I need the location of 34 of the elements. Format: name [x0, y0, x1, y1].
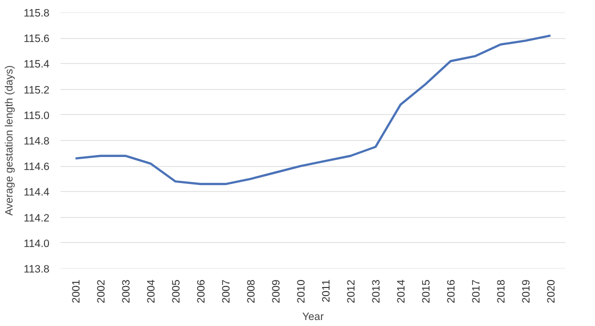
x-tick-label: 2007 [220, 279, 232, 304]
x-tick-label: 2006 [196, 279, 208, 304]
line-series [74, 34, 552, 186]
x-tick-label: 2001 [70, 279, 82, 304]
x-tick-label: 2020 [546, 279, 558, 304]
x-tick-label: 2008 [246, 279, 258, 304]
x-tick-label: 2015 [420, 279, 432, 304]
y-tick-label: 115.2 [24, 84, 50, 96]
y-tick-label: 114.2 [24, 212, 50, 224]
y-tick-label: 113.8 [24, 264, 50, 276]
y-tick-label: 115.8 [24, 8, 50, 20]
y-tick-label: 114.0 [24, 238, 50, 250]
x-tick-label: 2011 [320, 279, 332, 302]
x-tick-label: 2003 [120, 279, 132, 304]
x-tick-label: 2013 [370, 279, 382, 304]
x-tick-label: 2004 [146, 279, 158, 304]
x-tick-label: 2009 [270, 279, 282, 304]
x-tick-label: 2012 [346, 279, 358, 304]
x-tick-label: 2016 [446, 279, 458, 304]
y-tick-label: 114.4 [24, 186, 50, 199]
x-axis-title: Year [302, 311, 324, 324]
x-tick-label: 2014 [396, 279, 408, 304]
y-tick-label: 115.0 [24, 110, 50, 122]
y-axis-title: Average gestation length (days) [4, 65, 16, 216]
y-tick-label: 114.8 [24, 136, 50, 148]
x-tick-label: 2018 [496, 279, 508, 304]
x-tick-label: 2017 [470, 279, 482, 304]
x-tick-label: 2019 [520, 279, 532, 304]
y-tick-label: 115.4 [24, 58, 50, 71]
y-tick-label: 115.6 [24, 33, 50, 46]
x-tick-label: 2002 [96, 279, 108, 304]
y-tick-label: 114.6 [24, 161, 50, 174]
x-tick-label: 2010 [296, 279, 308, 304]
x-tick-label: 2005 [170, 279, 182, 304]
